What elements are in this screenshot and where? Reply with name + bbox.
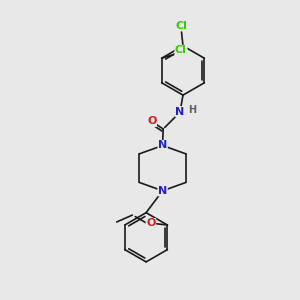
- Text: H: H: [188, 105, 196, 115]
- Text: O: O: [146, 218, 156, 229]
- Text: N: N: [176, 106, 184, 117]
- Text: Cl: Cl: [176, 21, 188, 31]
- Text: N: N: [158, 186, 167, 196]
- Text: O: O: [147, 116, 157, 127]
- Text: N: N: [158, 140, 167, 151]
- Text: Cl: Cl: [175, 45, 187, 56]
